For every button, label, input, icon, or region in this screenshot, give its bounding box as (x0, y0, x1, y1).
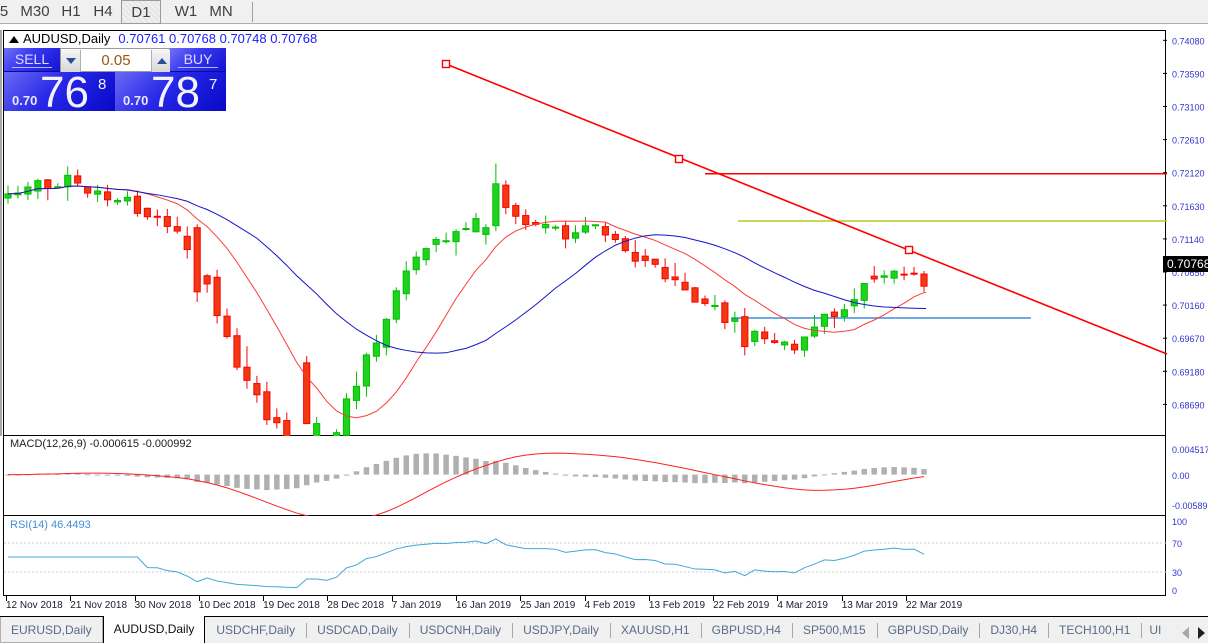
svg-text:RSI(14) 46.4493: RSI(14) 46.4493 (10, 519, 91, 531)
svg-text:30: 30 (1172, 568, 1182, 578)
svg-text:100: 100 (1172, 517, 1187, 527)
svg-text:0.00: 0.00 (1172, 471, 1190, 481)
svg-text:0.73590: 0.73590 (1172, 69, 1205, 79)
svg-text:0.72120: 0.72120 (1172, 169, 1205, 179)
svg-text:0.70160: 0.70160 (1172, 301, 1205, 311)
svg-text:-0.005899: -0.005899 (1172, 501, 1208, 511)
svg-text:0.004517: 0.004517 (1172, 445, 1208, 455)
svg-text:0.71630: 0.71630 (1172, 202, 1205, 212)
svg-text:70: 70 (1172, 539, 1182, 549)
svg-text:0.73100: 0.73100 (1172, 103, 1205, 113)
svg-text:0.69670: 0.69670 (1172, 334, 1205, 344)
svg-text:MACD(12,26,9) -0.000615 -0.000: MACD(12,26,9) -0.000615 -0.000992 (10, 438, 192, 450)
svg-text:0.70768: 0.70768 (1167, 257, 1208, 271)
svg-text:0.74080: 0.74080 (1172, 36, 1205, 46)
svg-text:0.68690: 0.68690 (1172, 400, 1205, 410)
svg-text:0.71140: 0.71140 (1172, 235, 1204, 245)
svg-text:0: 0 (1172, 586, 1177, 596)
svg-text:0.69180: 0.69180 (1172, 367, 1205, 377)
svg-text:0.72610: 0.72610 (1172, 136, 1205, 146)
